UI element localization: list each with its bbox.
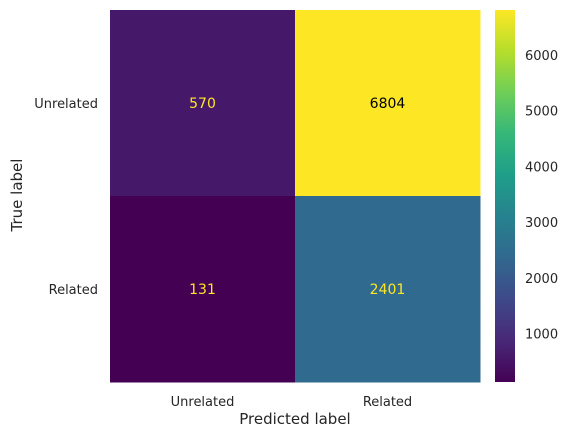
colorbar-tick-label: 5000: [525, 105, 558, 120]
heatmap-cells: [110, 10, 481, 383]
heatmap-cell: [295, 196, 481, 383]
x-tick-label: Related: [363, 395, 412, 410]
cell-value-label: 6804: [370, 96, 406, 112]
y-tick-labels: Unrelated Related: [34, 97, 98, 298]
cell-value-label: 131: [189, 282, 216, 298]
y-tick-label: Unrelated: [34, 97, 98, 112]
y-tick-label: Related: [49, 283, 98, 298]
x-tick-label: Unrelated: [171, 395, 235, 410]
colorbar-tick-labels: 1000 2000 3000 4000 5000 6000: [525, 49, 558, 343]
x-axis-label: Predicted label: [239, 410, 350, 428]
colorbar-tick-label: 6000: [525, 49, 558, 64]
colorbar-tick-label: 2000: [525, 272, 558, 287]
colorbar: [495, 10, 515, 382]
cell-value-labels: 570 6804 131 2401: [189, 96, 405, 298]
colorbar-tick-label: 4000: [525, 160, 558, 175]
heatmap-cell: [295, 10, 481, 197]
x-tick-labels: Unrelated Related: [171, 395, 413, 410]
colorbar-tick-label: 1000: [525, 328, 558, 343]
colorbar-tick-label: 3000: [525, 216, 558, 231]
cell-value-label: 570: [189, 96, 216, 112]
y-axis-label: True label: [8, 159, 26, 233]
heatmap-cell: [110, 196, 296, 383]
cell-value-label: 2401: [370, 282, 406, 298]
heatmap-cell: [110, 10, 296, 197]
